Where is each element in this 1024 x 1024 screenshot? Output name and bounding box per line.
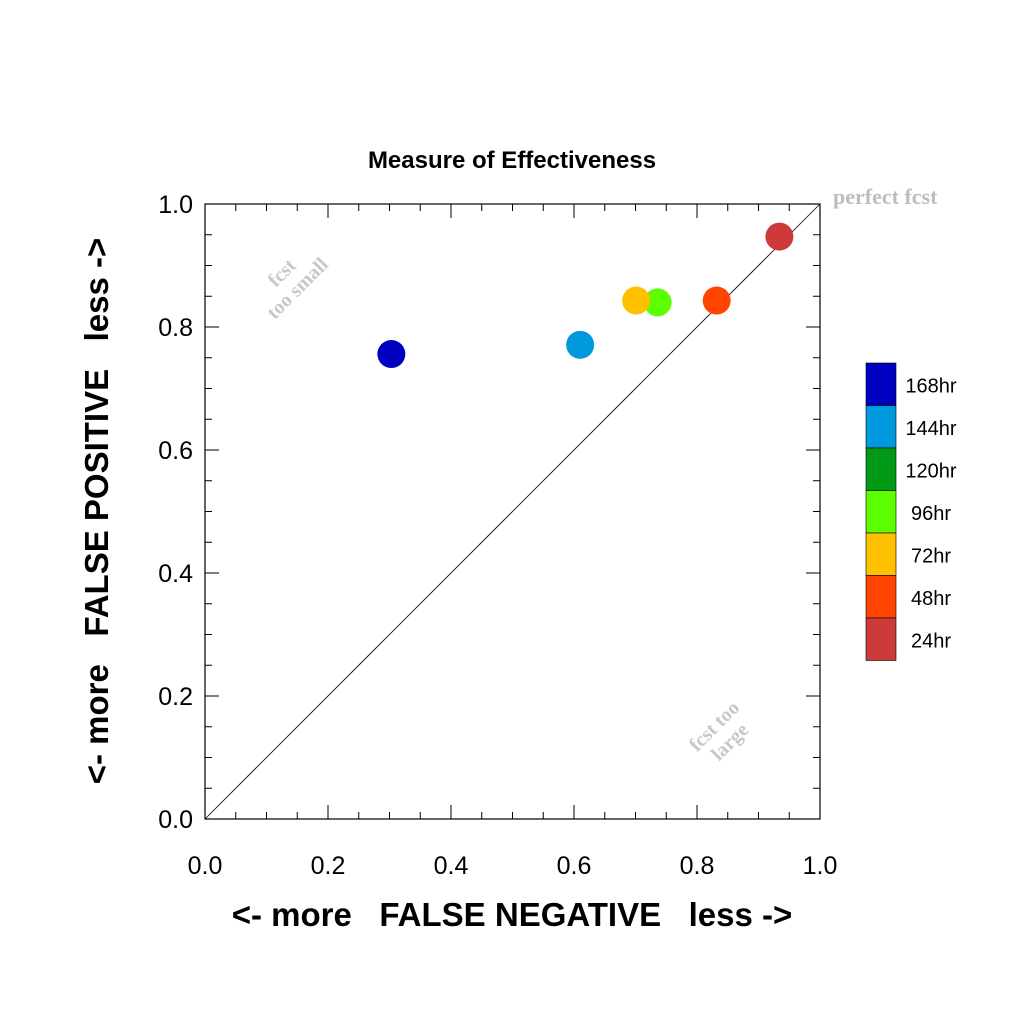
legend-swatch-72hr xyxy=(865,532,897,576)
legend-swatch-120hr xyxy=(865,447,897,491)
y-tick-label: 0.2 xyxy=(158,683,193,711)
y-axis-label: <- more FALSE POSITIVE less -> xyxy=(78,238,115,785)
legend-label-48hr: 48hr xyxy=(911,588,951,610)
legend: 168hr 144hr 120hr 96hr 72hr 48hr 24hr xyxy=(865,362,957,661)
point-72hr xyxy=(622,286,651,315)
y-tick-label: 0.6 xyxy=(158,437,193,465)
y-tick-label: 0.8 xyxy=(158,314,193,342)
y-tick-label: 0.0 xyxy=(158,806,193,834)
too-small-label-line2: too small xyxy=(263,253,333,323)
legend-label-72hr: 72hr xyxy=(911,545,951,567)
legend-label-168hr: 168hr xyxy=(905,375,956,397)
legend-swatch-168hr xyxy=(865,362,897,406)
x-tick-label: 0.2 xyxy=(311,852,346,880)
point-48hr xyxy=(702,286,731,315)
y-tick-label: 1.0 xyxy=(158,191,193,219)
point-168hr xyxy=(377,340,406,369)
legend-swatch-24hr xyxy=(865,617,897,661)
x-tick-label: 0.0 xyxy=(188,852,223,880)
x-tick-label: 0.4 xyxy=(434,852,469,880)
legend-label-144hr: 144hr xyxy=(905,418,956,440)
point-24hr xyxy=(765,222,794,251)
x-tick-label: 0.8 xyxy=(680,852,715,880)
data-points xyxy=(377,222,794,369)
legend-label-120hr: 120hr xyxy=(905,460,956,482)
chart-annotations: perfect fcst fcst too small fcst too lar… xyxy=(263,184,939,765)
point-144hr xyxy=(566,330,595,359)
point-96hr xyxy=(643,288,672,317)
x-tick-label: 1.0 xyxy=(803,852,838,880)
legend-label-96hr: 96hr xyxy=(911,503,951,525)
y-tick-label: 0.4 xyxy=(158,560,193,588)
x-tick-label: 0.6 xyxy=(557,852,592,880)
x-axis-label: <- more FALSE NEGATIVE less -> xyxy=(232,896,793,933)
perfect-fcst-label: perfect fcst xyxy=(833,184,938,209)
legend-swatch-144hr xyxy=(865,405,897,449)
legend-label-24hr: 24hr xyxy=(911,630,951,652)
legend-swatch-96hr xyxy=(865,490,897,534)
axis-ticks: 0.0 0.2 0.4 0.6 0.8 1.0 0.0 0.2 0.4 0.6 0.8 1.0 xyxy=(158,191,837,880)
chart-title: Measure of Effectiveness xyxy=(368,147,656,174)
legend-swatch-48hr xyxy=(865,575,897,619)
